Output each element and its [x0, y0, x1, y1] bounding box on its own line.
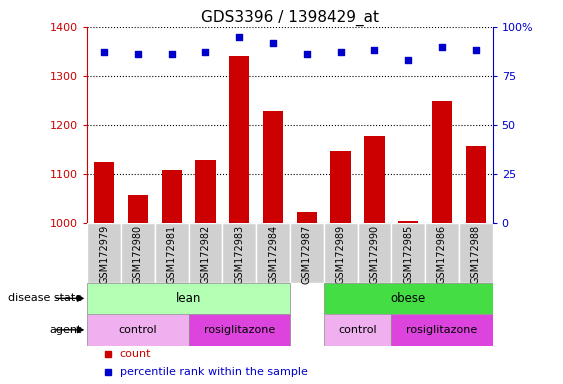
Bar	[459, 223, 493, 283]
Point	[471, 47, 480, 53]
Point	[302, 51, 311, 58]
Bar	[87, 223, 121, 283]
Point	[235, 34, 244, 40]
Text: count: count	[120, 349, 151, 359]
Text: control: control	[338, 325, 377, 335]
Bar	[398, 221, 418, 223]
Text: GSM172986: GSM172986	[437, 225, 447, 284]
Title: GDS3396 / 1398429_at: GDS3396 / 1398429_at	[201, 9, 379, 25]
Text: GSM172987: GSM172987	[302, 225, 312, 284]
Bar	[94, 162, 114, 223]
Point	[269, 40, 278, 46]
Text: GSM172984: GSM172984	[268, 225, 278, 284]
Text: GSM172990: GSM172990	[369, 225, 379, 284]
Text: GSM172981: GSM172981	[167, 225, 177, 284]
Bar	[297, 212, 317, 223]
Text: GSM172988: GSM172988	[471, 225, 481, 284]
Text: GSM172982: GSM172982	[200, 225, 211, 284]
Bar	[290, 223, 324, 283]
Text: GSM172979: GSM172979	[99, 225, 109, 284]
Point	[437, 43, 446, 50]
Bar	[121, 223, 155, 283]
Text: control: control	[119, 325, 157, 335]
Text: GSM172983: GSM172983	[234, 225, 244, 284]
Text: GSM172985: GSM172985	[403, 225, 413, 284]
Text: GSM172980: GSM172980	[133, 225, 143, 284]
Bar	[155, 223, 189, 283]
Bar	[324, 314, 391, 346]
Point	[201, 49, 210, 55]
Point	[370, 47, 379, 53]
Bar	[87, 283, 290, 314]
Text: GSM172989: GSM172989	[336, 225, 346, 284]
Text: lean: lean	[176, 292, 202, 305]
Text: rosiglitazone: rosiglitazone	[406, 325, 477, 335]
Text: obese: obese	[391, 292, 426, 305]
Text: rosiglitazone: rosiglitazone	[204, 325, 275, 335]
Bar	[189, 223, 222, 283]
Bar	[364, 136, 385, 223]
Bar	[466, 146, 486, 223]
Bar	[324, 223, 358, 283]
Bar	[324, 283, 493, 314]
Point	[167, 51, 176, 58]
Point	[336, 49, 345, 55]
Point	[100, 49, 109, 55]
Bar	[162, 170, 182, 223]
Bar	[195, 160, 216, 223]
Bar	[87, 314, 189, 346]
Bar	[425, 223, 459, 283]
Bar	[391, 223, 425, 283]
Bar	[330, 151, 351, 223]
Bar	[189, 314, 290, 346]
Bar	[358, 223, 391, 283]
Text: percentile rank within the sample: percentile rank within the sample	[120, 366, 307, 377]
Bar	[263, 111, 283, 223]
Bar	[432, 101, 452, 223]
Text: disease state: disease state	[7, 293, 82, 303]
Point	[133, 51, 142, 58]
Bar	[222, 223, 256, 283]
Point	[404, 57, 413, 63]
Text: agent: agent	[49, 325, 82, 335]
Bar	[229, 56, 249, 223]
Bar	[128, 195, 148, 223]
Bar	[391, 314, 493, 346]
Bar	[256, 223, 290, 283]
